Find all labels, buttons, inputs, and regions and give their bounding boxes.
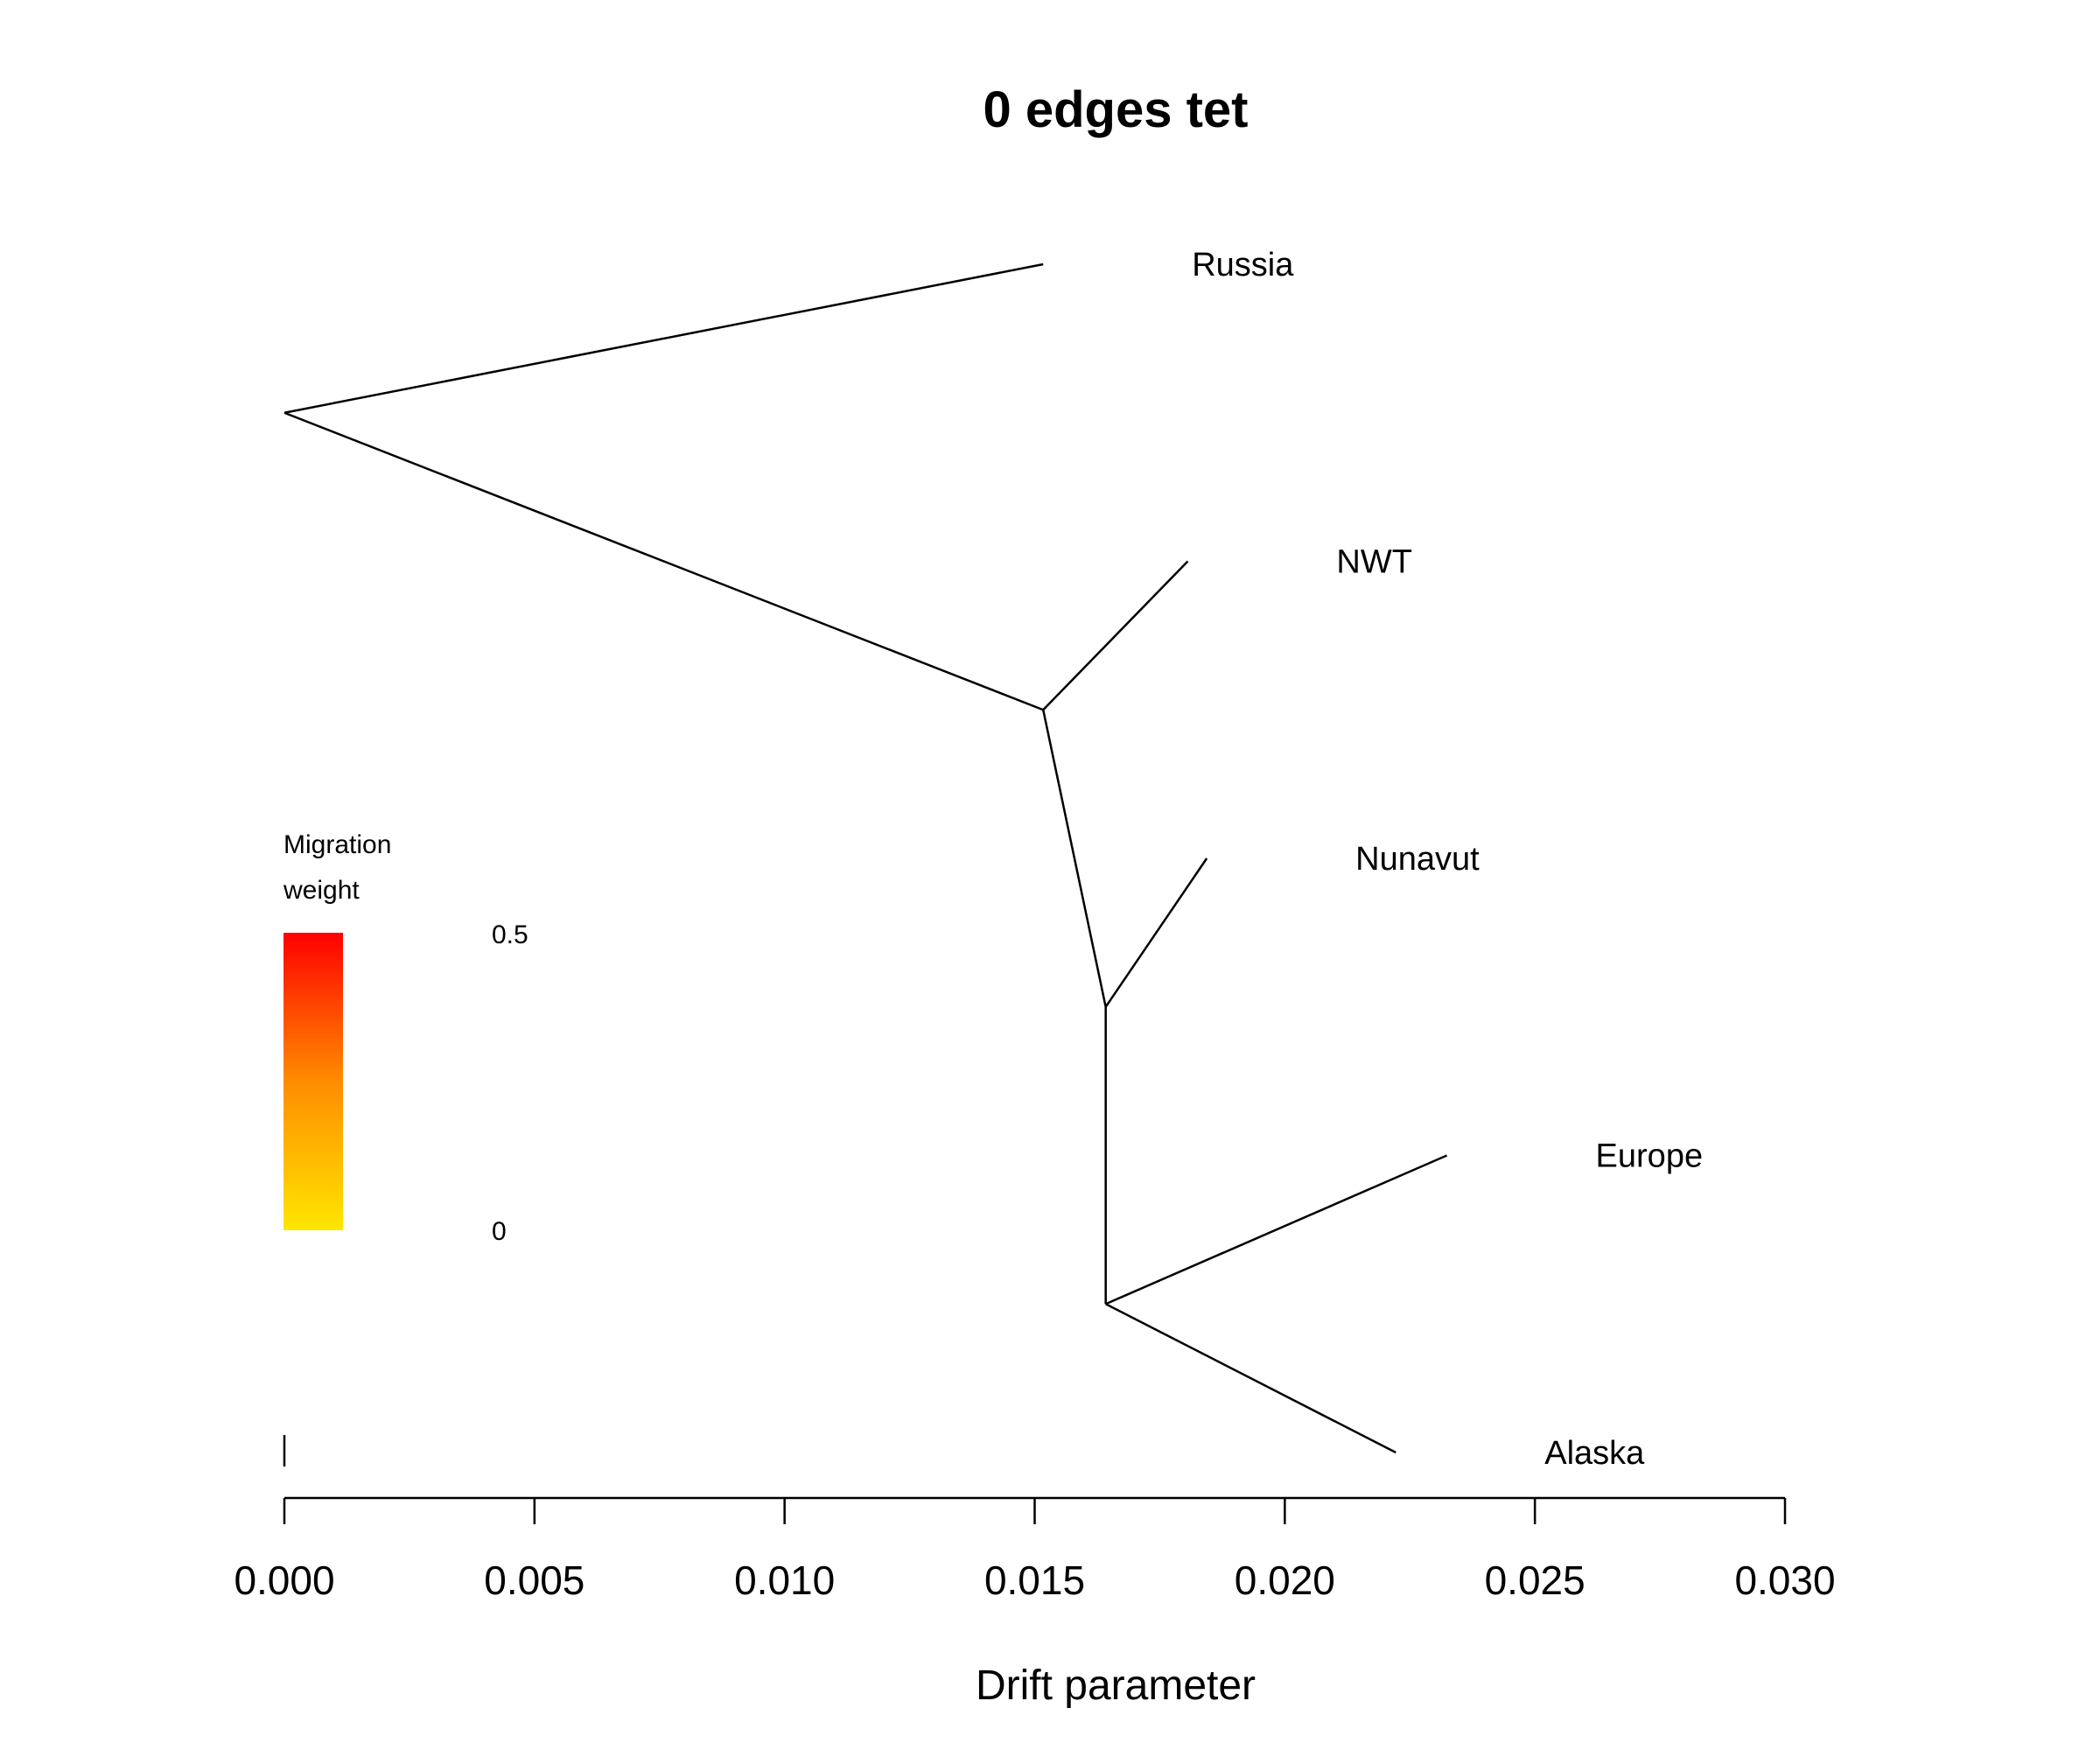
x-tick-label-0: 0.000 [234, 1558, 334, 1603]
leaf-label-russia: Russia [1192, 247, 1294, 284]
migration-weight-legend: Migration weight 0.5 0 [283, 830, 528, 1246]
legend-max-label: 0.5 [492, 920, 528, 949]
tree-edge-root-n1 [284, 411, 1044, 711]
x-tick-label-4: 0.020 [1235, 1558, 1335, 1603]
leaf-label-nunavut: Nunavut [1355, 841, 1480, 878]
tree-edges [284, 262, 1448, 1454]
leaf-label-europe: Europe [1596, 1138, 1704, 1175]
legend-min-label: 0 [492, 1217, 507, 1246]
leaf-labels: Russia NWT Nunavut Europe Alaska [1192, 247, 1703, 1472]
tree-edge-n3-Alaska [1105, 1303, 1396, 1454]
legend-color-bar [284, 933, 343, 1230]
x-tick-label-2: 0.010 [734, 1558, 835, 1603]
x-tick-label-5: 0.025 [1485, 1558, 1586, 1603]
tree-edge-n1-NWT [1042, 560, 1189, 711]
x-tick-label-1: 0.005 [484, 1558, 584, 1603]
legend-title-line2: weight [283, 876, 360, 905]
x-axis-label: Drift parameter [976, 1662, 1256, 1709]
x-tick-label-6: 0.030 [1734, 1558, 1835, 1603]
x-tick-label-3: 0.015 [984, 1558, 1085, 1603]
tree-edge-n1-n2 [1041, 709, 1107, 1008]
tree-edge-n2-Nunavut [1104, 858, 1208, 1008]
chart-title: 0 edges tet [984, 81, 1249, 138]
leaf-label-alaska: Alaska [1544, 1435, 1645, 1472]
x-axis: 0.000 0.005 0.010 0.015 0.020 0.025 0.030 [234, 1496, 1836, 1603]
tree-edge-root-Russia [284, 262, 1044, 414]
tree-edge-n3-Europe [1105, 1154, 1448, 1306]
leaf-label-nwt: NWT [1336, 544, 1412, 581]
legend-title-line1: Migration [284, 830, 391, 859]
